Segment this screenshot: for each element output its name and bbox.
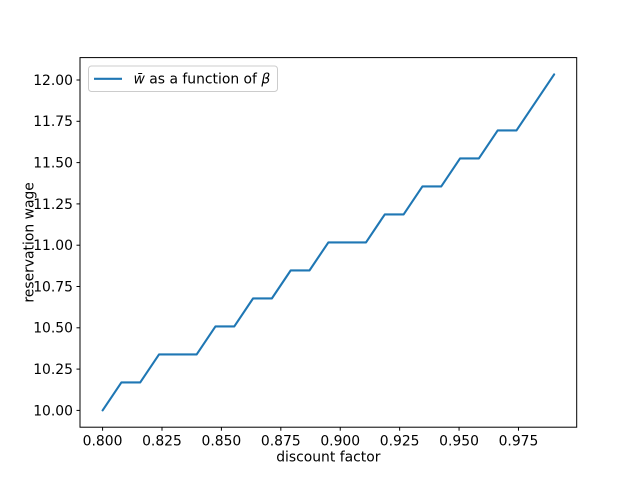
y-tick-label: 10.00 — [33, 403, 73, 419]
y-axis-ticks: 10.00 10.25 10.50 10.75 11.00 11.25 11.50 11.75… — [33, 73, 80, 419]
x-tick-label: 0.800 — [83, 434, 123, 450]
x-tick-label: 0.900 — [320, 434, 360, 450]
x-tick-label: 0.975 — [499, 434, 539, 450]
x-tick-label: 0.925 — [380, 434, 420, 450]
y-tick-label: 11.25 — [33, 197, 73, 213]
y-tick-label: 11.00 — [33, 238, 73, 254]
y-tick-label: 10.50 — [33, 321, 73, 337]
x-tick-label: 0.825 — [142, 434, 182, 450]
y-tick-label: 10.75 — [33, 279, 73, 295]
x-axis-ticks: 0.800 0.825 0.850 0.875 0.900 0.925 0.950 0.975 — [83, 427, 539, 450]
y-axis-label: reservation wage — [22, 182, 38, 302]
legend-frame — [88, 65, 278, 92]
legend-entry-label: w̄ as a function of β — [134, 72, 271, 88]
x-tick-label: 0.950 — [439, 434, 479, 450]
y-tick-label: 11.75 — [33, 114, 73, 130]
series-line-reservation-wage — [101, 73, 556, 412]
x-axis-label: discount factor — [276, 450, 381, 466]
legend: w̄ as a function of β — [88, 65, 278, 92]
x-tick-label: 0.875 — [261, 434, 301, 450]
y-tick-label: 12.00 — [33, 73, 73, 89]
x-tick-label: 0.850 — [202, 434, 242, 450]
y-tick-label: 10.25 — [33, 362, 73, 378]
y-tick-label: 11.50 — [33, 156, 73, 172]
plot-area — [79, 57, 578, 428]
